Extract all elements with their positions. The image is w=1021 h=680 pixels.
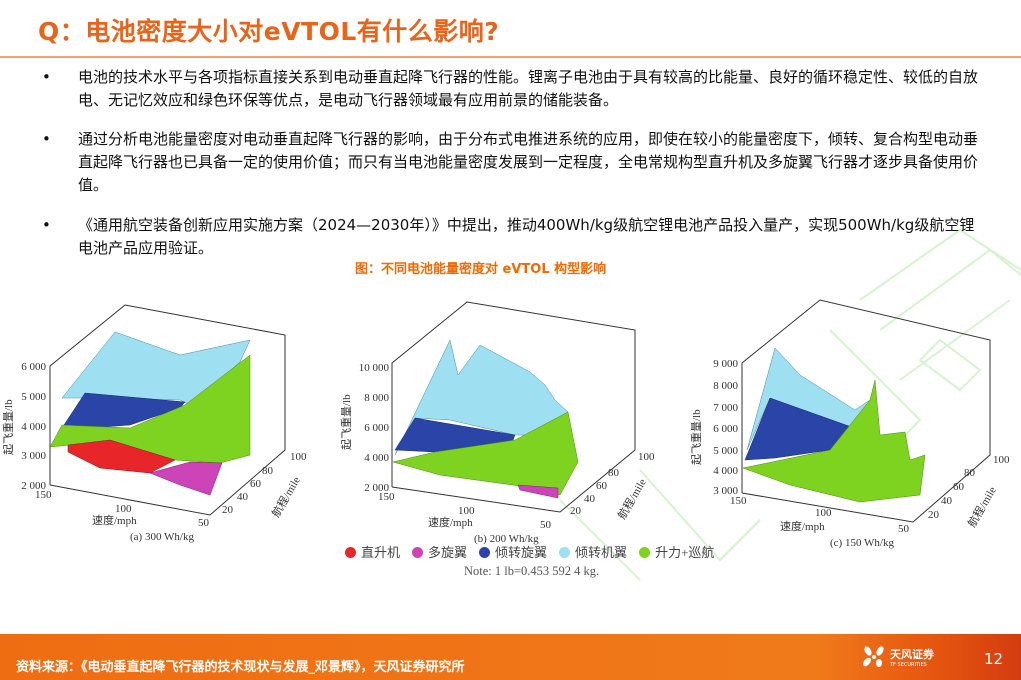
x-tick: 150 <box>378 491 395 503</box>
chart-caption: (a) 300 Wh/kg <box>130 531 194 543</box>
legend-label: 多旋翼 <box>428 545 468 560</box>
page-number: 12 <box>984 650 1004 668</box>
z-tick: 80 <box>964 467 976 479</box>
y-tick: 3 000 <box>713 485 738 497</box>
logo-en: TF SECURITIES <box>890 662 927 668</box>
surface-lift-cruise <box>742 379 926 503</box>
y-tick: 4 000 <box>21 421 46 433</box>
bullet-text-3: 《通用航空装备创新应用实施方案（2024—2030年）》中提出，推动400Wh/… <box>78 216 975 257</box>
z-tick: 60 <box>596 480 608 492</box>
x-tick: 100 <box>815 507 832 519</box>
z-tick: 40 <box>237 491 249 503</box>
surface-tilt-wing <box>394 339 569 456</box>
legend-dot <box>412 547 424 558</box>
axes-box <box>49 304 286 516</box>
z-tick: 60 <box>250 478 262 490</box>
x-tick: 150 <box>35 489 52 501</box>
page-title: Q：电池密度大小对eVTOL有什么影响? <box>38 17 500 46</box>
z-tick: 40 <box>584 493 596 505</box>
y-tick: 10 000 <box>359 362 390 374</box>
unit-note: Note: 1 lb=0.453 592 4 kg. <box>464 564 600 578</box>
z-tick: 80 <box>262 465 274 477</box>
legend-dot <box>639 547 651 558</box>
chart-caption: (b) 200 Wh/kg <box>474 533 539 545</box>
legend-dot <box>559 547 571 558</box>
y-tick: 4 000 <box>364 452 389 464</box>
background-decoration <box>559 228 1021 581</box>
bullet-text-1: 电池的技术水平与各项指标直接关系到电动垂直起降飞行器的性能。锂离子电池由于具有较… <box>78 68 979 109</box>
y-axis-label: 起飞重量/lb <box>340 394 353 450</box>
y-tick: 7 000 <box>713 402 738 414</box>
z-axis-label: 航程/mile <box>964 484 998 530</box>
x-tick: 50 <box>898 523 910 535</box>
z-tick: 100 <box>638 451 655 463</box>
y-tick: 6 000 <box>364 422 389 434</box>
logo-name: 天风证券 <box>890 648 934 661</box>
legend-label: 升力+巡航 <box>655 545 715 560</box>
x-tick: 100 <box>458 505 475 517</box>
z-tick: 20 <box>570 505 582 517</box>
x-axis-label: 速度/mph <box>92 513 137 527</box>
x-tick: 50 <box>198 517 210 529</box>
y-tick: 5 000 <box>713 445 738 457</box>
figure-caption: 图：不同电池能量密度对 eVTOL 构型影响 <box>355 262 607 277</box>
y-tick: 2 000 <box>21 480 46 492</box>
y-tick: 9 000 <box>713 358 738 370</box>
legend-item-tilt-wing: 倾转机翼 <box>559 544 627 561</box>
y-tick: 4 000 <box>713 465 738 477</box>
x-axis-label: 速度/mph <box>780 519 825 533</box>
z-tick: 100 <box>993 454 1010 466</box>
surface-lift-cruise <box>392 411 579 496</box>
bullet-marker: • <box>42 216 51 234</box>
chart-300whkg: 6 000 5 000 4 000 3 000 2 000 150 100 50… <box>1 304 307 543</box>
source-text: 资料来源：《电动垂直起降飞行器的技术现状与发展_邓景辉》，天风证券研究所 <box>16 660 465 675</box>
y-tick: 8 000 <box>364 392 389 404</box>
z-tick: 100 <box>290 451 307 463</box>
legend-dot <box>345 547 356 558</box>
y-tick: 3 000 <box>21 450 46 462</box>
chart-150whkg: 9 000 8 000 7 000 6 000 5 000 4 000 3 00… <box>689 299 1010 549</box>
x-tick: 50 <box>540 519 552 531</box>
y-tick: 8 000 <box>713 380 738 392</box>
chart-legend: 直升机 多旋翼 倾转旋翼 倾转机翼 升力+巡航 <box>345 544 714 561</box>
x-tick: 150 <box>730 495 747 507</box>
surface-multirotor <box>517 484 559 499</box>
legend-label: 直升机 <box>361 545 401 560</box>
title-divider <box>0 56 1021 58</box>
axes-box <box>391 301 636 513</box>
y-tick: 5 000 <box>21 391 46 403</box>
x-tick: 100 <box>115 503 132 515</box>
legend-label: 倾转旋翼 <box>495 545 548 560</box>
x-axis-label: 速度/mph <box>428 515 473 529</box>
z-tick: 80 <box>608 467 620 479</box>
legend-item-lift-cruise: 升力+巡航 <box>639 544 714 561</box>
y-axis-label: 起飞重量/lb <box>1 399 15 455</box>
z-tick: 20 <box>222 504 234 516</box>
z-tick: 40 <box>941 495 953 507</box>
z-tick: 60 <box>953 481 965 493</box>
axes-box <box>741 299 991 523</box>
legend-item-multirotor: 多旋翼 <box>412 544 467 561</box>
y-tick: 2 000 <box>364 482 389 494</box>
chart-200whkg: 10 000 8 000 6 000 4 000 2 000 150 100 5… <box>340 301 655 545</box>
legend-label: 倾转机翼 <box>575 545 628 560</box>
z-axis-label: 航程/mile <box>268 474 302 520</box>
chart-caption: (c) 150 Wh/kg <box>830 537 894 549</box>
legend-dot <box>479 547 491 558</box>
z-tick: 20 <box>928 509 940 521</box>
legend-item-helicopter: 直升机 <box>345 544 400 561</box>
y-tick: 6 000 <box>21 361 46 373</box>
y-axis-label: 起飞重量/lb <box>689 409 703 465</box>
company-logo: 天风证券 TF SECURITIES <box>862 646 934 668</box>
legend-item-tilt-rotor: 倾转旋翼 <box>479 544 547 561</box>
flower-logo-icon <box>863 646 884 667</box>
footer-bar: 资料来源：《电动垂直起降飞行器的技术现状与发展_邓景辉》，天风证券研究所 天风证… <box>0 634 1021 680</box>
surface-multirotor <box>149 461 223 496</box>
z-axis-label: 航程/mile <box>614 476 648 522</box>
bullet-marker: • <box>42 130 51 148</box>
y-tick: 6 000 <box>713 423 738 435</box>
bullet-text-2: 通过分析电池能量密度对电动垂直起降飞行器的影响，由于分布式电推进系统的应用，即使… <box>78 130 979 194</box>
bullet-marker: • <box>42 68 51 86</box>
